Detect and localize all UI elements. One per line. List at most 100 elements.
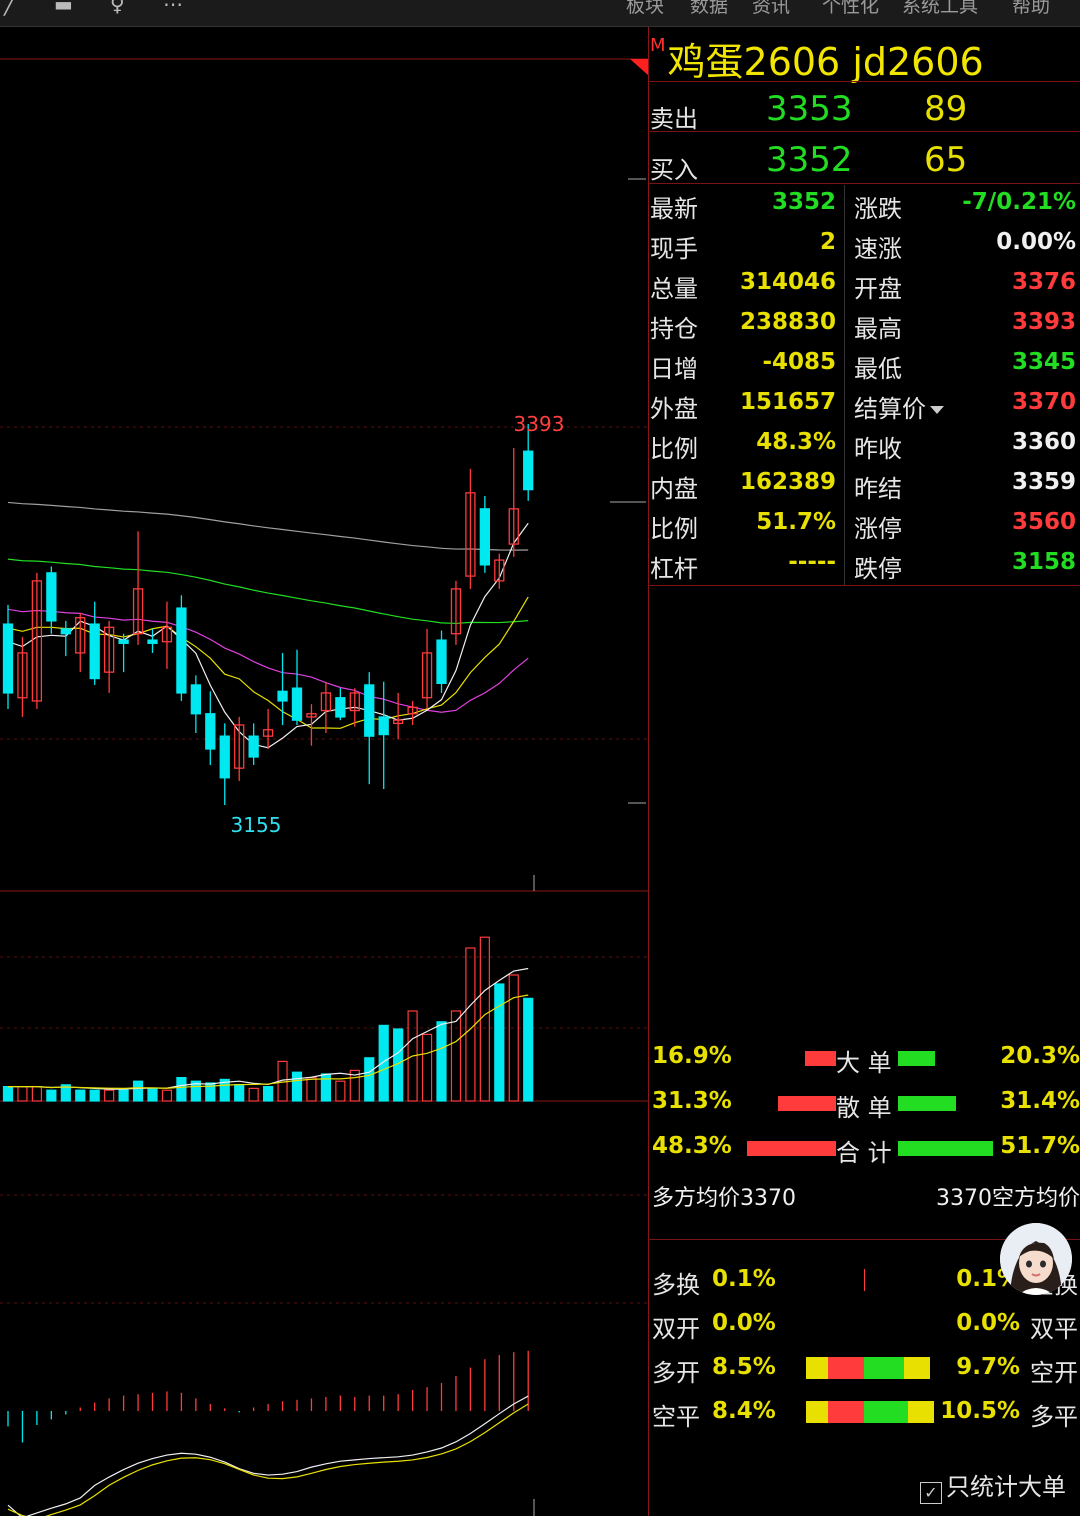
- candle-up: [494, 559, 505, 582]
- quote-value: -4085: [762, 349, 836, 375]
- candle-up: [234, 724, 245, 769]
- candle-up: [450, 588, 462, 635]
- short-average-price: 3370空方均价: [936, 1186, 1080, 1211]
- quote-label: 外盘: [650, 395, 698, 423]
- quote-panel: M鸡蛋2606 jd2606 卖出 3353 89 买入 3352 65 最新 3…: [648, 27, 1080, 1516]
- order-left-pct: 31.3%: [652, 1088, 732, 1114]
- more-icon[interactable]: ⋯: [163, 0, 183, 16]
- volume-bar: [450, 1010, 462, 1102]
- volume-bar: [147, 1087, 158, 1102]
- menu-personalize[interactable]: 个性化: [822, 0, 880, 17]
- quote-label: 最新: [650, 195, 698, 223]
- order-buy-bar: [778, 1096, 836, 1111]
- position-bar-segment: [828, 1357, 864, 1379]
- candle-down: [205, 713, 216, 750]
- quote-value: 3359: [1011, 469, 1076, 495]
- order-left-pct: 48.3%: [652, 1133, 732, 1159]
- contract-name: 鸡蛋2606 jd2606: [667, 40, 984, 84]
- kline-chart[interactable]: 3393 3155: [0, 27, 648, 1516]
- candle-down: [378, 716, 389, 736]
- candle-up: [349, 692, 360, 712]
- position-bar-segment: [904, 1357, 930, 1379]
- volume-bar: [494, 983, 505, 1102]
- quote-label: 持仓: [650, 315, 698, 343]
- draw-line-icon[interactable]: ╱: [4, 0, 17, 16]
- candle-up: [465, 492, 476, 577]
- candle-down: [176, 607, 187, 694]
- quote-label: 比例: [650, 515, 698, 543]
- quote-value: 3345: [1011, 349, 1076, 375]
- volume-bar: [436, 1021, 447, 1102]
- order-right-pct: 51.7%: [1000, 1133, 1080, 1159]
- ask-price: 3353: [766, 89, 853, 129]
- candle-up: [421, 652, 433, 699]
- candle-up: [262, 729, 274, 737]
- contract-title: M鸡蛋2606 jd2606: [650, 31, 984, 86]
- position-bar-segment: [806, 1401, 828, 1423]
- volume-ma5-line: [8, 967, 529, 1090]
- volume-bar: [479, 936, 490, 1102]
- quote-label: 杠杆: [650, 555, 698, 583]
- divider: [648, 585, 1080, 586]
- candle-down: [248, 735, 259, 758]
- menu-help[interactable]: 帮助: [1012, 0, 1051, 17]
- settlement-dropdown-icon[interactable]: [930, 406, 944, 414]
- volume-bar: [118, 1089, 129, 1102]
- menu-data[interactable]: 数据: [690, 0, 729, 17]
- quote-value: 151657: [739, 389, 836, 415]
- checkbox-icon[interactable]: ✓: [920, 1482, 942, 1504]
- quote-label: 现手: [650, 235, 698, 263]
- position-left-label: 空平: [652, 1403, 700, 1431]
- menu-system-tools[interactable]: 系统工具: [902, 0, 979, 17]
- menu-sector[interactable]: 板块: [626, 0, 665, 17]
- volume-bar: [248, 1087, 259, 1102]
- position-left-value: 8.4%: [712, 1398, 776, 1424]
- volume-bar: [60, 1084, 71, 1102]
- position-left-label: 双开: [652, 1315, 700, 1343]
- top-menu-bar: ╱ ▬ ♀ ⋯ 板块 数据 资讯 个性化 系统工具 帮助: [0, 0, 1080, 27]
- quote-value: 3370: [1011, 389, 1076, 415]
- position-bar-segment: [828, 1401, 864, 1423]
- volume-bar: [320, 1073, 331, 1102]
- candle-up: [306, 713, 317, 718]
- checkbox-label: 只统计大单: [946, 1473, 1066, 1501]
- order-sell-bar: [898, 1141, 993, 1156]
- volume-bar: [291, 1071, 303, 1102]
- volume-bar: [219, 1078, 230, 1102]
- bid-price: 3352: [766, 140, 853, 180]
- quote-label: 总量: [650, 275, 698, 303]
- order-sell-bar: [898, 1096, 956, 1111]
- volume-bar: [190, 1080, 201, 1102]
- quote-value: 48.3%: [756, 429, 836, 455]
- candle-up: [508, 508, 519, 545]
- position-right-value: 0.0%: [956, 1310, 1020, 1336]
- quote-value: 2: [819, 229, 836, 255]
- quote-label: 日增: [650, 355, 698, 383]
- panel-divider: [648, 27, 649, 1516]
- quote-value: -7/0.21%: [962, 189, 1076, 215]
- volume-bar: [421, 1033, 433, 1102]
- candle-down: [364, 684, 375, 737]
- quote-label: 结算价: [854, 389, 944, 424]
- order-sell-bar: [898, 1051, 935, 1066]
- candle-down: [335, 697, 346, 718]
- candle-down: [190, 684, 202, 715]
- position-right-label: 空开: [1030, 1359, 1078, 1387]
- order-category: 合 计: [836, 1139, 892, 1167]
- big-order-filter[interactable]: ✓ 只统计大单: [920, 1467, 1066, 1504]
- quote-label: 跌停: [854, 555, 902, 583]
- assistant-avatar[interactable]: [1000, 1223, 1072, 1295]
- minimize-icon[interactable]: ▬: [54, 0, 73, 16]
- menu-news[interactable]: 资讯: [752, 0, 791, 17]
- candle-down: [436, 639, 447, 684]
- candle-down: [291, 687, 303, 721]
- quote-label: 开盘: [854, 275, 902, 303]
- position-left-value: 0.1%: [712, 1266, 776, 1292]
- quote-label: 昨结: [854, 475, 902, 503]
- high-price-label: 3393: [514, 412, 565, 436]
- order-right-pct: 31.4%: [1000, 1088, 1080, 1114]
- volume-bar: [161, 1089, 173, 1102]
- layout-icon[interactable]: ♀: [110, 0, 125, 16]
- order-right-pct: 20.3%: [1000, 1043, 1080, 1069]
- order-left-pct: 16.9%: [652, 1043, 732, 1069]
